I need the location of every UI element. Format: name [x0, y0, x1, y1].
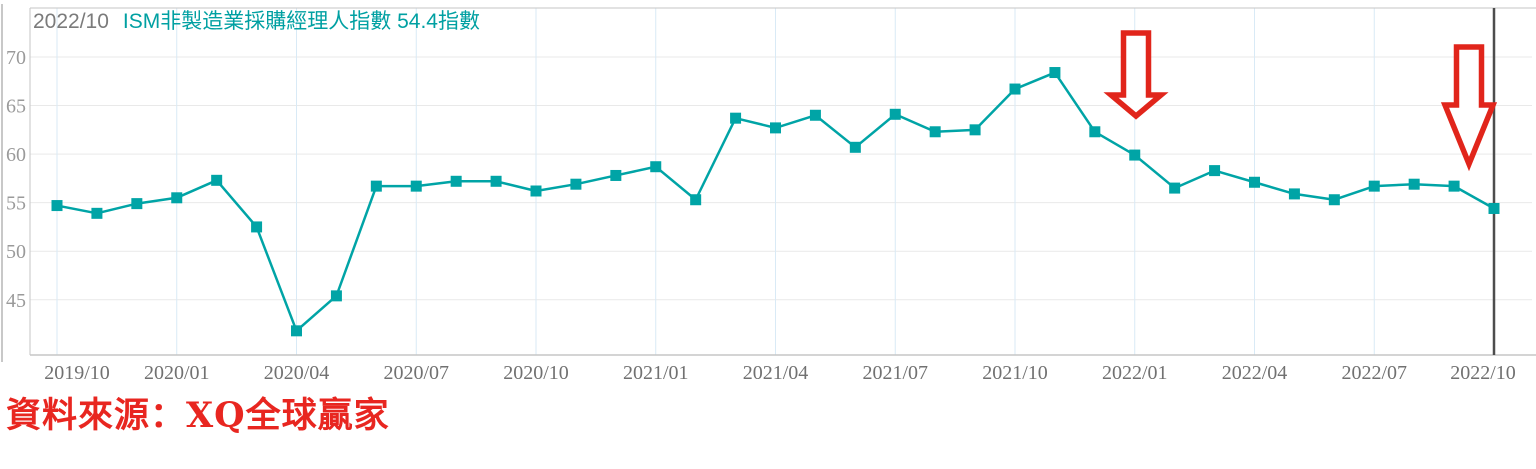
- data-point-marker: [730, 112, 742, 124]
- data-point-marker: [650, 161, 662, 173]
- x-axis-tick-label: 2021/01: [623, 362, 689, 384]
- chart-title-date: 2022/10: [33, 10, 109, 33]
- data-point-marker: [131, 198, 143, 210]
- y-axis-tick-label: 65: [6, 96, 26, 118]
- data-point-marker: [610, 169, 622, 181]
- data-point-marker: [291, 325, 302, 337]
- data-point-marker: [211, 174, 223, 186]
- x-axis-tick-label: 2020/07: [383, 362, 449, 384]
- data-point-marker: [91, 207, 103, 219]
- data-point-marker: [1209, 165, 1221, 177]
- data-point-marker: [1408, 178, 1420, 190]
- data-point-marker: [1448, 180, 1460, 192]
- x-axis-tick-label: 2022/10: [1450, 362, 1516, 384]
- chart-canvas[interactable]: 70 65 60 55 50 45 2019/10 2020/01 2020/04 2020/07…: [0, 0, 1536, 392]
- data-point-marker: [969, 124, 981, 136]
- data-point-marker: [1009, 83, 1021, 95]
- data-point-marker: [1089, 126, 1101, 138]
- x-axis-tick-label: 2022/04: [1222, 362, 1288, 384]
- data-point-marker: [570, 178, 582, 190]
- data-point-marker: [1488, 202, 1500, 214]
- data-point-marker: [849, 141, 861, 153]
- data-point-marker: [929, 126, 941, 138]
- data-point-marker: [251, 221, 263, 233]
- y-axis-tick-label: 50: [6, 241, 26, 263]
- data-point-marker: [1129, 149, 1141, 161]
- data-point-marker: [450, 175, 462, 187]
- data-point-marker: [1249, 176, 1260, 188]
- x-axis-tick-label: 2020/10: [503, 362, 569, 384]
- x-axis-tick-label: 2022/07: [1341, 362, 1407, 384]
- data-point-marker: [330, 290, 342, 302]
- data-point-marker: [530, 185, 542, 197]
- data-point-marker: [51, 200, 63, 212]
- data-point-marker: [1288, 188, 1300, 200]
- x-axis-tick-label: 2020/04: [264, 362, 330, 384]
- chart-title: 2022/10 ISM非製造業採購經理人指數 54.4指數: [33, 10, 480, 34]
- data-point-marker: [1328, 194, 1340, 206]
- data-point-marker: [889, 108, 901, 120]
- red-down-arrow-icon: [1103, 30, 1169, 120]
- data-point-marker: [1169, 182, 1181, 194]
- x-axis-tick-label: 2019/10: [44, 362, 110, 384]
- data-point-marker: [1049, 67, 1061, 79]
- data-point-marker: [809, 109, 821, 121]
- y-axis-tick-label: 55: [6, 193, 26, 215]
- data-source-caption: 資料來源：XQ全球贏家: [6, 395, 390, 436]
- data-point-marker: [490, 175, 502, 187]
- data-point-marker: [410, 180, 422, 192]
- x-axis-tick-label: 2021/10: [982, 362, 1048, 384]
- chart-title-series: ISM非製造業採購經理人指數 54.4指數: [122, 10, 480, 33]
- y-axis-tick-label: 60: [6, 144, 26, 166]
- data-point-marker: [370, 180, 382, 192]
- y-axis-tick-label: 45: [6, 290, 26, 312]
- x-axis-tick-label: 2021/04: [743, 362, 809, 384]
- x-axis-tick-label: 2020/01: [144, 362, 210, 384]
- data-point-marker: [770, 122, 781, 134]
- data-point-marker: [690, 194, 702, 206]
- x-axis-tick-label: 2021/07: [862, 362, 928, 384]
- data-point-marker: [1368, 180, 1380, 192]
- y-axis-tick-label: 70: [6, 47, 26, 69]
- x-axis-tick-label: 2022/01: [1102, 362, 1168, 384]
- red-down-arrow-icon: [1440, 44, 1498, 172]
- data-point-marker: [171, 192, 183, 204]
- pmi-line-chart[interactable]: 70 65 60 55 50 45 2019/10 2020/01 2020/04 2020/07…: [0, 0, 1536, 392]
